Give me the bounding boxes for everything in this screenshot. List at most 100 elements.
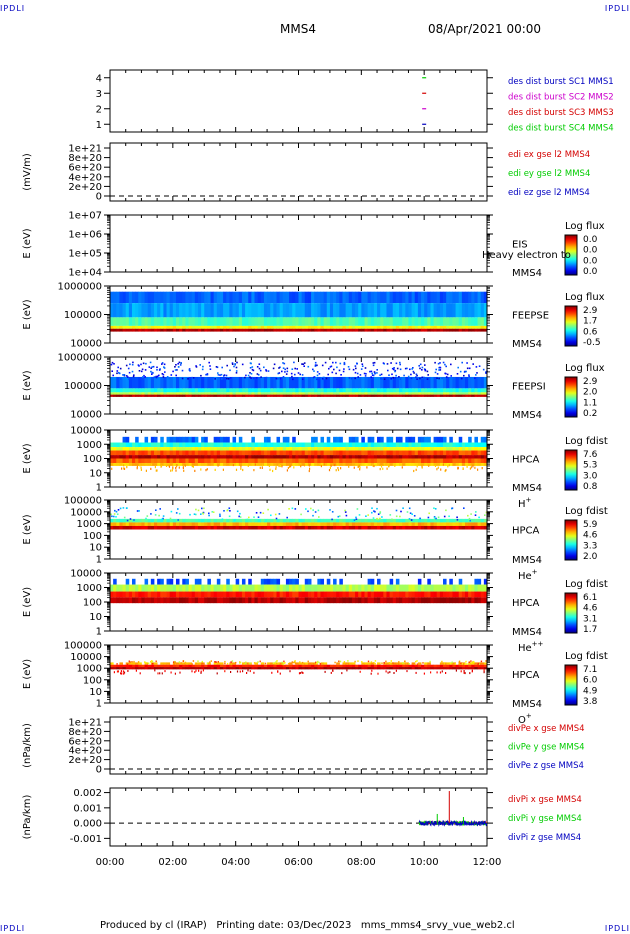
heatmap-cell bbox=[285, 447, 290, 451]
heatmap-speck bbox=[157, 672, 159, 675]
heatmap-speck bbox=[253, 671, 255, 674]
heatmap-speck bbox=[346, 669, 348, 672]
heatmap-cell bbox=[119, 458, 123, 464]
heatmap-cell bbox=[439, 662, 444, 665]
heatmap-speck bbox=[286, 370, 289, 373]
heatmap-speck bbox=[154, 669, 156, 672]
heatmap-cell bbox=[169, 518, 174, 523]
heatmap-cell bbox=[232, 664, 237, 668]
heatmap-cell bbox=[122, 667, 127, 670]
heatmap-cell bbox=[292, 394, 296, 397]
heatmap-cell bbox=[477, 463, 482, 466]
heatmap-cell bbox=[361, 291, 365, 304]
heatmap-cell bbox=[110, 328, 114, 332]
heatmap-cell bbox=[282, 317, 287, 326]
heatmap-cell bbox=[355, 597, 359, 604]
heatmap-cell bbox=[417, 518, 422, 523]
heatmap-cell bbox=[320, 463, 325, 466]
heatmap-cell bbox=[257, 584, 262, 592]
heatmap-cell bbox=[477, 591, 482, 598]
heatmap-cell bbox=[414, 518, 419, 523]
heatmap-cell bbox=[342, 388, 347, 393]
heatmap-cell bbox=[263, 325, 268, 329]
heatmap-speck bbox=[382, 467, 384, 470]
heatmap-cell bbox=[480, 458, 485, 464]
heatmap-cell bbox=[285, 450, 290, 456]
heatmap-cell bbox=[336, 325, 340, 329]
heatmap-cell bbox=[402, 394, 406, 397]
heatmap-speck bbox=[423, 376, 425, 379]
heatmap-speck bbox=[315, 364, 317, 367]
heatmap-cell bbox=[175, 328, 180, 332]
heatmap-cell bbox=[307, 662, 312, 665]
heatmap-speck bbox=[215, 366, 218, 368]
heatmap-cell bbox=[342, 447, 347, 451]
heatmap-cell bbox=[292, 455, 296, 459]
heatmap-cell bbox=[392, 303, 397, 318]
heatmap-cell bbox=[348, 662, 353, 665]
heatmap-cell bbox=[163, 376, 167, 389]
heatmap-speck bbox=[117, 372, 120, 374]
heatmap-cell bbox=[248, 291, 252, 304]
heatmap-cell bbox=[251, 463, 255, 466]
heatmap-cell bbox=[135, 394, 139, 397]
heatmap-speck bbox=[155, 509, 157, 511]
heatmap-cell bbox=[386, 597, 391, 604]
heatmap-speck bbox=[126, 519, 129, 522]
heatmap-cell bbox=[235, 376, 240, 389]
heatmap-cell bbox=[449, 591, 453, 598]
heatmap-speck bbox=[240, 467, 242, 470]
heatmap-cell bbox=[364, 328, 369, 332]
heatmap-cell bbox=[339, 303, 343, 318]
heatmap-speck bbox=[348, 377, 351, 379]
heatmap-cell bbox=[427, 522, 431, 526]
heatmap-speck bbox=[314, 663, 316, 666]
ytick-label: 100 bbox=[83, 531, 102, 542]
heatmap-cell bbox=[144, 376, 149, 389]
header-mission: MMS4 bbox=[280, 22, 316, 36]
heatmap-cell bbox=[245, 303, 249, 318]
heatmap-speck bbox=[416, 378, 418, 380]
heatmap-speck bbox=[426, 378, 429, 380]
heatmap-cell bbox=[304, 591, 309, 598]
heatmap-cell bbox=[191, 394, 196, 397]
heatmap-cell bbox=[402, 325, 406, 329]
heatmap-speck bbox=[248, 516, 250, 519]
heatmap-cell bbox=[182, 303, 186, 318]
heatmap-cell bbox=[201, 597, 205, 604]
heatmap-cell bbox=[317, 303, 321, 318]
heatmap-speck bbox=[411, 368, 413, 370]
heatmap-cell bbox=[128, 667, 133, 670]
heatmap-cell bbox=[311, 392, 315, 395]
heatmap-speck bbox=[214, 378, 216, 380]
heatmap-cell bbox=[408, 328, 412, 332]
heatmap-speck bbox=[174, 369, 177, 371]
heatmap-cell bbox=[433, 447, 438, 451]
heatmap-speck bbox=[230, 671, 232, 673]
heatmap-cell bbox=[292, 303, 296, 318]
heatmap-cell bbox=[279, 388, 284, 393]
heatmap-speck bbox=[465, 660, 467, 663]
heatmap-speck bbox=[445, 365, 447, 368]
heatmap-cell bbox=[439, 664, 444, 668]
heatmap-cell bbox=[125, 458, 130, 464]
heatmap-cell bbox=[320, 392, 325, 395]
heatmap-speck bbox=[139, 672, 141, 675]
heatmap-cell bbox=[110, 447, 114, 451]
heatmap-cell bbox=[241, 597, 246, 604]
heatmap-cell bbox=[241, 463, 246, 466]
heatmap-cell bbox=[188, 317, 193, 326]
heatmap-cell bbox=[455, 518, 460, 523]
heatmap-cell bbox=[455, 388, 460, 393]
spacecraft-name: MMS4 bbox=[512, 268, 542, 279]
heatmap-cell bbox=[483, 458, 488, 464]
heatmap-cell bbox=[219, 664, 224, 668]
heatmap-cell bbox=[370, 291, 375, 304]
heatmap-cell bbox=[254, 458, 259, 464]
heatmap-cell bbox=[166, 591, 171, 598]
heatmap-cell bbox=[399, 584, 403, 592]
heatmap-cell bbox=[248, 303, 252, 318]
heatmap-cell bbox=[399, 447, 403, 451]
heatmap-cell bbox=[329, 450, 334, 456]
heatmap-cell bbox=[113, 328, 117, 332]
